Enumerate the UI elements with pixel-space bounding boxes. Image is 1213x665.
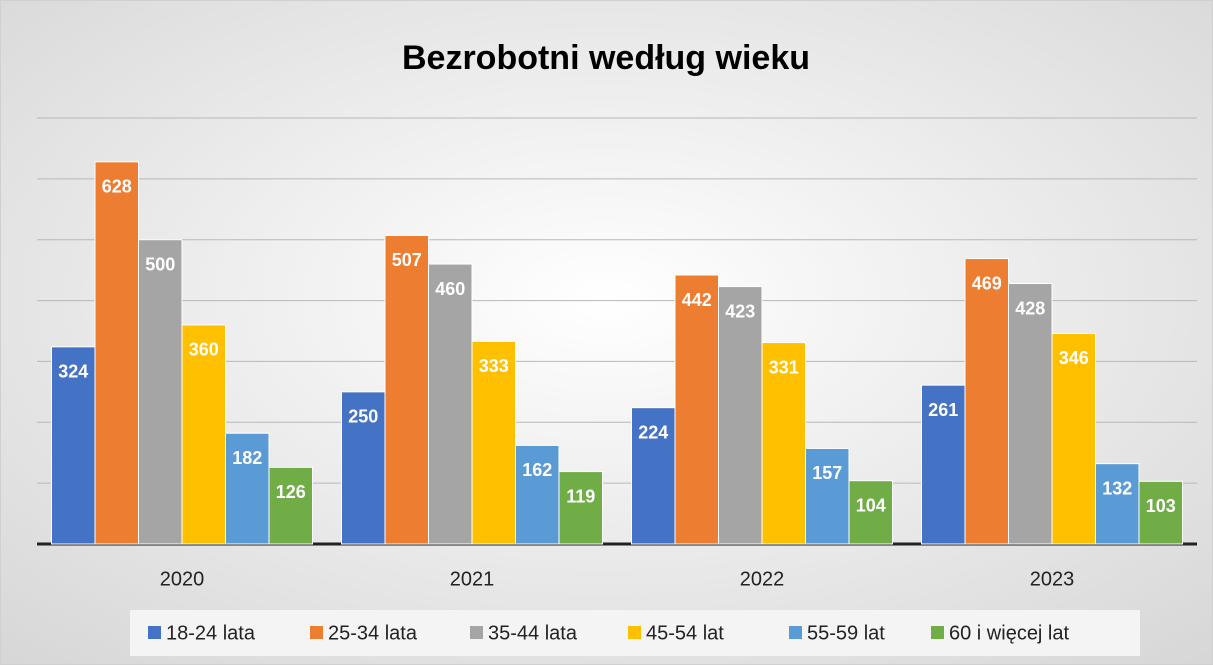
data-label: 126 <box>276 482 306 502</box>
data-label: 182 <box>232 448 262 468</box>
bar <box>1008 283 1053 545</box>
bar <box>51 346 96 545</box>
x-tick-label: 2020 <box>160 568 205 590</box>
data-label: 103 <box>1146 496 1176 516</box>
legend-swatch <box>148 626 161 639</box>
data-label: 119 <box>566 486 595 506</box>
x-tick-label: 2023 <box>1030 568 1075 590</box>
legend-label: 45-54 lat <box>646 622 724 644</box>
data-label: 324 <box>58 362 88 382</box>
legend-swatch <box>931 626 944 639</box>
data-label: 224 <box>638 422 668 442</box>
bar <box>848 480 893 545</box>
data-label: 333 <box>479 356 509 376</box>
bar <box>1051 332 1096 545</box>
x-tick-label: 2021 <box>450 568 495 590</box>
bar <box>761 342 806 545</box>
bar <box>805 447 850 545</box>
bar <box>921 384 966 545</box>
legend-label: 25-34 lata <box>328 622 418 644</box>
bar <box>268 466 313 545</box>
bar <box>225 432 270 545</box>
data-label: 423 <box>725 301 755 321</box>
data-label: 346 <box>1059 348 1089 368</box>
bar <box>718 286 763 545</box>
data-label: 469 <box>972 273 1002 293</box>
data-label: 104 <box>856 495 886 515</box>
bar <box>1095 463 1140 545</box>
bar <box>674 274 719 545</box>
bar <box>138 239 183 545</box>
chart-title: Bezrobotni według wieku <box>402 39 810 77</box>
data-label: 157 <box>812 463 842 483</box>
data-label: 507 <box>392 250 422 270</box>
bar <box>964 258 1009 545</box>
legend-label: 35-44 lata <box>488 622 578 644</box>
legend-swatch <box>628 626 641 639</box>
data-label: 460 <box>435 279 465 299</box>
data-label: 360 <box>189 340 219 360</box>
data-label: 250 <box>348 407 378 427</box>
bar <box>384 234 429 545</box>
legend-label: 55-59 lat <box>807 622 885 644</box>
bar <box>515 444 560 545</box>
bar <box>1138 480 1183 545</box>
legend-label: 18-24 lata <box>166 622 256 644</box>
legend-label: 60 i więcej lat <box>949 622 1070 644</box>
legend-swatch <box>470 626 483 639</box>
data-label: 428 <box>1015 298 1045 318</box>
bar <box>94 161 139 545</box>
bar <box>428 263 473 545</box>
legend-swatch <box>789 626 802 639</box>
data-label: 442 <box>682 290 712 310</box>
bar <box>341 391 386 545</box>
data-label: 261 <box>928 400 958 420</box>
x-tick-label: 2022 <box>740 568 785 590</box>
data-label: 331 <box>769 357 799 377</box>
bar <box>471 340 516 545</box>
data-label: 500 <box>145 254 175 274</box>
bar <box>558 471 603 545</box>
data-label: 162 <box>522 460 552 480</box>
data-label: 132 <box>1102 478 1132 498</box>
legend-swatch <box>310 626 323 639</box>
bar <box>181 324 226 545</box>
data-label: 628 <box>102 177 132 197</box>
